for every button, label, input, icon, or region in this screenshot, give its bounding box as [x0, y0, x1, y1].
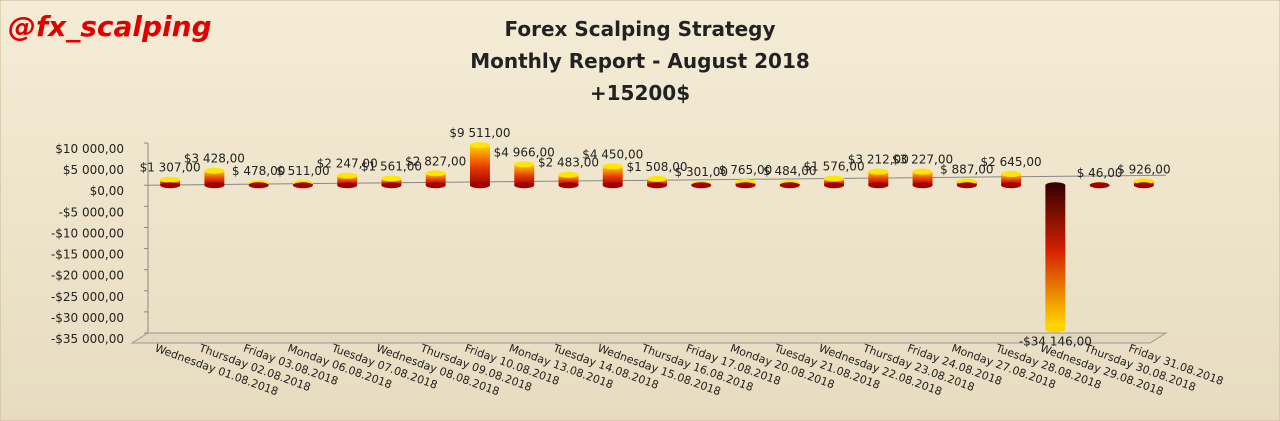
- bar: [1045, 185, 1066, 330]
- floor: [130, 332, 1168, 344]
- value-label: $2 645,00: [981, 155, 1042, 169]
- chart-title: Forex Scalping Strategy: [505, 17, 776, 41]
- value-label: $ 926,00: [1117, 162, 1170, 176]
- value-label: $ 46,00: [1077, 166, 1123, 180]
- bar-cap: [469, 142, 490, 149]
- value-label: $3 428,00: [184, 152, 245, 166]
- bar-base: [1089, 182, 1110, 189]
- bar-base: [469, 182, 490, 189]
- y-tick-label: -$15 000,00: [51, 248, 124, 262]
- bar-cap: [381, 175, 402, 182]
- value-label: -$34 146,00: [1019, 334, 1092, 348]
- bar-base: [160, 182, 181, 189]
- bar-base: [602, 182, 623, 189]
- y-tick-label: $5 000,00: [63, 163, 124, 177]
- bar: [469, 145, 490, 186]
- value-label: $3 212,00: [848, 153, 909, 167]
- bar-base: [647, 182, 667, 189]
- bar-base: [691, 182, 712, 189]
- y-tick-label: $10 000,00: [55, 142, 124, 156]
- chart-title: Monthly Report - August 2018: [470, 49, 810, 73]
- value-label: $2 247,00: [317, 157, 378, 171]
- bar-cap: [204, 167, 225, 174]
- y-tick-label: -$10 000,00: [51, 226, 124, 240]
- chart-title: +15200$: [590, 81, 690, 105]
- bar-cap: [912, 168, 933, 175]
- value-label: $1 508,00: [626, 160, 687, 174]
- bar: [558, 174, 579, 186]
- bar-cap: [1001, 171, 1022, 178]
- bar-base: [558, 182, 579, 189]
- bar: [647, 178, 667, 186]
- bar: [1001, 174, 1022, 186]
- bar: [514, 164, 535, 186]
- bar-base: [425, 182, 446, 189]
- bar: [602, 166, 623, 186]
- value-label: $1 307,00: [140, 161, 201, 175]
- bar-base: [292, 182, 313, 189]
- bar-cap: [514, 161, 535, 168]
- bar-base: [337, 182, 358, 189]
- value-label: $1 561,00: [361, 160, 422, 174]
- bar-base: [1001, 182, 1022, 189]
- y-tick-label: -$20 000,00: [51, 269, 124, 283]
- value-label: $3 227,00: [892, 153, 953, 167]
- value-label: $ 484,00: [763, 164, 816, 178]
- bar-cap: [868, 168, 889, 175]
- y-tick-label: -$5 000,00: [59, 205, 124, 219]
- bar: [381, 178, 402, 186]
- y-tick-label: -$30 000,00: [51, 311, 124, 325]
- bar-base: [381, 182, 402, 189]
- bar-base: [824, 182, 845, 189]
- bar-cap: [160, 176, 181, 183]
- bar-base: [912, 182, 933, 189]
- bar-cap: [824, 175, 845, 182]
- y-tick-label: -$35 000,00: [51, 332, 124, 346]
- bar: [337, 175, 358, 186]
- bar-base: [514, 182, 535, 189]
- bar-base: [956, 182, 977, 189]
- bar-base: [1133, 182, 1154, 189]
- bar-base: [248, 182, 269, 189]
- value-label: $ 765,00: [719, 163, 772, 177]
- watermark: @fx_scalping: [8, 10, 212, 43]
- bar: [912, 171, 933, 186]
- bar-base: [1045, 182, 1066, 189]
- value-label: $9 511,00: [449, 126, 510, 140]
- value-label: $1 576,00: [804, 160, 865, 174]
- bar-cap: [602, 163, 623, 170]
- bar: [824, 178, 845, 186]
- bar-base: [779, 182, 800, 189]
- value-label: $2 483,00: [538, 156, 599, 170]
- bar-base: [735, 182, 756, 189]
- value-label: $4 450,00: [582, 147, 643, 161]
- value-label: $ 511,00: [276, 164, 329, 178]
- value-label: $ 301,00: [675, 165, 728, 179]
- value-label: $2 827,00: [405, 154, 466, 168]
- bar-cap: [558, 171, 579, 178]
- bar: [204, 170, 225, 186]
- bar-cap: [1045, 326, 1066, 333]
- y-tick-label: $0,00: [90, 184, 124, 198]
- bar-base: [204, 182, 225, 189]
- bar-cap: [337, 172, 358, 179]
- value-label: $ 478,00: [232, 164, 285, 178]
- value-label: $ 887,00: [940, 162, 993, 176]
- bar-cap: [647, 175, 667, 182]
- bar: [868, 171, 889, 186]
- bar-base: [868, 182, 889, 189]
- y-tick-label: -$25 000,00: [51, 290, 124, 304]
- bar: [425, 173, 446, 186]
- bar-cap: [425, 170, 446, 177]
- value-label: $4 966,00: [494, 145, 555, 159]
